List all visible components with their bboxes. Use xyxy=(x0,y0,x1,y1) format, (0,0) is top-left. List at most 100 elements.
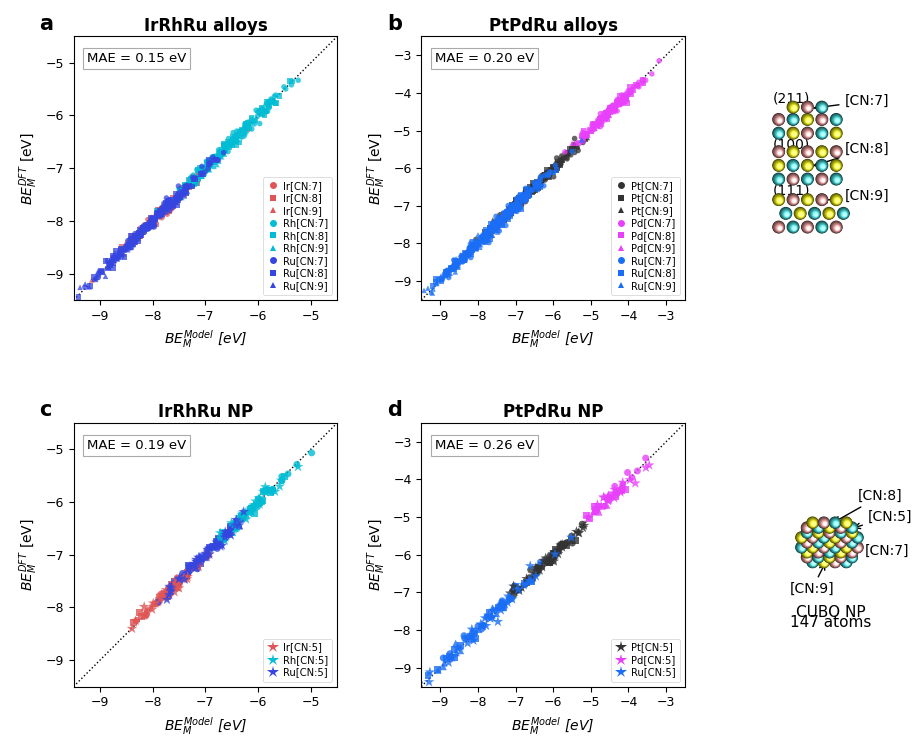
Point xyxy=(532,181,547,193)
Point xyxy=(515,189,529,201)
Point xyxy=(217,535,232,547)
Point xyxy=(231,129,245,141)
Point xyxy=(215,145,230,157)
Circle shape xyxy=(814,539,822,547)
Circle shape xyxy=(802,529,811,537)
Point xyxy=(456,250,471,262)
Point xyxy=(615,483,630,495)
Circle shape xyxy=(833,130,840,138)
Circle shape xyxy=(821,151,823,154)
Point xyxy=(616,90,630,102)
Circle shape xyxy=(844,560,849,566)
Point xyxy=(552,539,567,551)
Point xyxy=(513,192,528,204)
Point xyxy=(169,197,184,209)
Point xyxy=(237,128,252,140)
Point xyxy=(564,145,579,157)
Circle shape xyxy=(813,213,816,216)
Point xyxy=(488,218,503,230)
Point xyxy=(438,652,453,664)
Point xyxy=(207,541,221,553)
Point xyxy=(108,252,122,264)
Circle shape xyxy=(811,210,818,218)
Circle shape xyxy=(834,538,836,540)
Circle shape xyxy=(834,197,839,203)
Point xyxy=(229,520,244,532)
Point xyxy=(222,525,237,537)
Point xyxy=(618,93,632,105)
Point xyxy=(621,88,636,100)
Point xyxy=(524,183,539,195)
Point xyxy=(178,184,193,196)
Circle shape xyxy=(787,114,798,125)
Circle shape xyxy=(850,532,854,535)
Point xyxy=(182,180,197,192)
Circle shape xyxy=(845,523,848,525)
Circle shape xyxy=(846,547,856,557)
Point xyxy=(214,148,229,160)
Circle shape xyxy=(849,531,855,536)
Point xyxy=(503,204,517,216)
Circle shape xyxy=(831,520,838,527)
Circle shape xyxy=(788,175,798,184)
Point xyxy=(146,213,161,225)
Point xyxy=(175,568,189,580)
Point xyxy=(518,577,533,589)
Point xyxy=(116,242,130,255)
Point xyxy=(218,529,233,541)
Circle shape xyxy=(821,107,823,110)
Circle shape xyxy=(803,530,810,536)
Circle shape xyxy=(795,542,806,553)
Circle shape xyxy=(821,520,826,526)
Circle shape xyxy=(787,194,798,205)
Point xyxy=(233,126,248,138)
Circle shape xyxy=(820,519,827,527)
Point xyxy=(527,178,541,190)
Point xyxy=(486,224,501,236)
Circle shape xyxy=(821,227,823,230)
Point xyxy=(499,205,514,217)
Point xyxy=(104,258,119,270)
Circle shape xyxy=(834,547,837,550)
Point xyxy=(177,190,192,202)
Point xyxy=(410,294,425,306)
Point xyxy=(564,143,579,155)
Point xyxy=(579,128,594,140)
Point xyxy=(599,493,614,505)
Circle shape xyxy=(816,102,826,112)
Point xyxy=(575,132,590,144)
Point xyxy=(98,270,113,282)
Circle shape xyxy=(817,557,820,559)
Point xyxy=(459,632,473,644)
Point xyxy=(524,184,539,196)
Circle shape xyxy=(809,559,816,566)
Point xyxy=(131,227,146,239)
Point xyxy=(134,610,149,622)
Point xyxy=(171,190,186,202)
Circle shape xyxy=(820,164,824,169)
Point xyxy=(484,218,499,230)
Point xyxy=(431,274,446,286)
Point xyxy=(199,549,214,561)
Point xyxy=(528,567,543,579)
Point xyxy=(182,560,197,572)
Point xyxy=(533,174,548,186)
Circle shape xyxy=(822,180,823,181)
Point xyxy=(153,203,167,215)
Circle shape xyxy=(838,209,847,218)
Point xyxy=(486,217,501,229)
Circle shape xyxy=(789,148,797,156)
Circle shape xyxy=(812,528,823,538)
Circle shape xyxy=(821,151,823,154)
Point xyxy=(172,572,187,584)
Circle shape xyxy=(776,176,782,183)
Circle shape xyxy=(816,128,826,139)
Point xyxy=(199,162,213,174)
Point xyxy=(171,574,186,586)
Point xyxy=(501,203,516,215)
Point xyxy=(630,80,644,92)
Point xyxy=(103,259,118,271)
Point xyxy=(142,218,156,230)
Point xyxy=(455,254,470,266)
Point xyxy=(221,139,235,151)
